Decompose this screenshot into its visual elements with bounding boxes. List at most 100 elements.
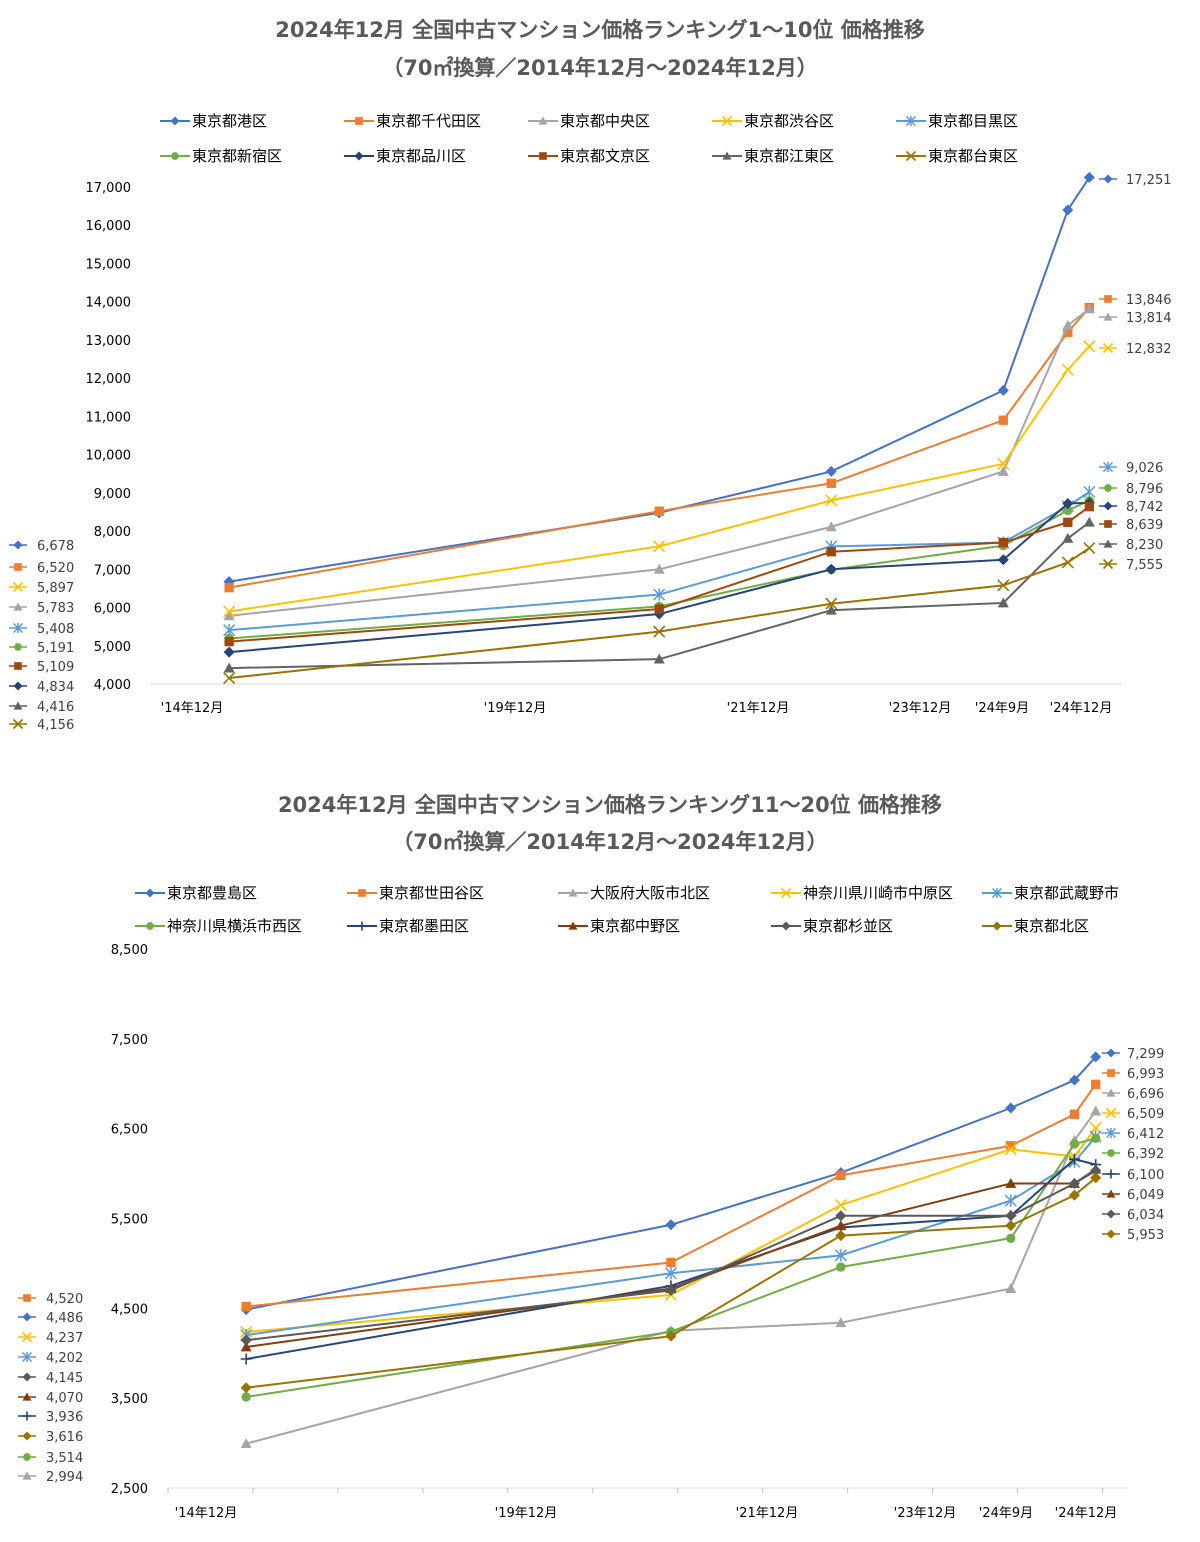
legend-entry: 大阪府大阪市北区 bbox=[558, 884, 710, 902]
data-point bbox=[1069, 1139, 1080, 1149]
end-value-label: 9,026 bbox=[1099, 461, 1163, 476]
start-label-marker bbox=[14, 563, 22, 571]
start-label-text: 5,783 bbox=[37, 601, 74, 616]
legend-entry: 神奈川県横浜市西区 bbox=[135, 917, 302, 935]
legend-entry: 東京都杉並区 bbox=[771, 917, 893, 935]
start-value-label: 5,408 bbox=[9, 622, 74, 637]
end-label-text: 12,832 bbox=[1126, 342, 1172, 357]
data-point bbox=[1090, 1165, 1102, 1177]
series-line bbox=[229, 547, 1090, 680]
data-point bbox=[826, 547, 836, 557]
y-tick-label: 4,000 bbox=[94, 678, 131, 693]
data-point bbox=[240, 1382, 252, 1394]
series-line bbox=[229, 505, 1090, 643]
data-point bbox=[665, 1284, 677, 1296]
end-value-label: 6,034 bbox=[1102, 1208, 1164, 1223]
data-point bbox=[240, 1334, 252, 1346]
series-line bbox=[246, 1169, 1097, 1342]
end-label-text: 6,034 bbox=[1127, 1208, 1164, 1223]
start-label-text: 5,109 bbox=[37, 660, 74, 675]
y-tick-label: 8,000 bbox=[94, 525, 131, 540]
start-label-text: 6,520 bbox=[37, 561, 74, 576]
start-label-marker bbox=[12, 718, 24, 730]
x-tick-label: '19年12月 bbox=[495, 1506, 558, 1521]
data-point bbox=[1084, 501, 1094, 512]
start-label-text: 2,994 bbox=[46, 1470, 83, 1485]
x-axis: '14年12月 '19年12月 '21年12月 '23年12月 '24年9月 '24年12… bbox=[150, 683, 1122, 716]
start-value-label: 4,486 bbox=[18, 1311, 83, 1326]
data-point bbox=[240, 1353, 252, 1365]
start-value-label: 3,616 bbox=[18, 1430, 83, 1445]
data-point bbox=[1083, 542, 1096, 555]
data-point bbox=[223, 662, 235, 673]
chart-title: 2024年12月 全国中古マンション価格ランキング1～10位 価格推移 bbox=[275, 18, 925, 42]
series-10 bbox=[223, 542, 1096, 685]
legend-entry: 東京都中野区 bbox=[558, 917, 680, 935]
legend-label: 東京都杉並区 bbox=[803, 917, 893, 935]
y-tick-label: 11,000 bbox=[86, 410, 132, 425]
data-point bbox=[1090, 1172, 1102, 1184]
end-label-text: 8,742 bbox=[1126, 500, 1163, 515]
y-tick-label: 10,000 bbox=[86, 449, 132, 464]
series-line bbox=[246, 1127, 1097, 1333]
chart-rank-11-20: 2024年12月 全国中古マンション価格ランキング11～20位 価格推移 （70… bbox=[18, 793, 1164, 1521]
start-label-marker bbox=[22, 1431, 32, 1441]
end-label-text: 17,251 bbox=[1126, 173, 1172, 188]
end-label-marker bbox=[1102, 558, 1114, 570]
start-value-label: 4,520 bbox=[18, 1292, 83, 1307]
y-tick-label: 6,000 bbox=[94, 602, 131, 617]
end-label-marker bbox=[1104, 295, 1112, 303]
end-label-text: 8,639 bbox=[1126, 518, 1163, 533]
series-line bbox=[245, 1110, 1097, 1445]
start-label-text: 4,156 bbox=[37, 718, 74, 733]
data-point bbox=[1083, 171, 1095, 183]
data-point bbox=[1091, 1133, 1101, 1144]
data-point bbox=[1068, 1153, 1080, 1165]
legend-marker bbox=[905, 115, 917, 127]
end-label-text: 13,814 bbox=[1126, 311, 1172, 326]
x-axis: '14年12月 '19年12月 '21年12月 '23年12月 '24年9月 '24年12… bbox=[167, 1487, 1128, 1521]
series-3 bbox=[223, 303, 1095, 621]
legend-marker bbox=[354, 151, 364, 161]
end-value-label: 7,299 bbox=[1102, 1047, 1164, 1062]
end-label-marker bbox=[1103, 501, 1113, 511]
series-4 bbox=[223, 340, 1096, 618]
data-point bbox=[240, 1341, 252, 1352]
y-tick-label: 13,000 bbox=[86, 334, 132, 349]
x-tick-label: '14年12月 bbox=[175, 1506, 238, 1521]
data-point bbox=[665, 1330, 677, 1342]
start-label-text: 3,616 bbox=[46, 1430, 83, 1445]
start-label-marker bbox=[12, 581, 24, 593]
legend-marker bbox=[781, 921, 791, 931]
start-label-marker bbox=[13, 701, 23, 710]
data-point bbox=[1091, 1079, 1101, 1090]
legend-entry: 神奈川県川崎市中原区 bbox=[771, 884, 953, 902]
y-tick-label: 14,000 bbox=[86, 296, 132, 311]
start-label-text: 4,237 bbox=[46, 1331, 83, 1346]
y-tick-label: 7,500 bbox=[111, 1033, 148, 1048]
legend-label: 神奈川県川崎市中原区 bbox=[803, 884, 953, 902]
end-value-label: 13,846 bbox=[1099, 293, 1172, 308]
start-label-marker bbox=[21, 1351, 33, 1363]
series-9 bbox=[240, 1165, 1102, 1346]
legend-entry: 東京都中央区 bbox=[528, 112, 650, 130]
start-label-text: 4,486 bbox=[46, 1311, 83, 1326]
legend-label: 東京都新宿区 bbox=[192, 147, 282, 165]
end-label-marker bbox=[1104, 484, 1112, 492]
data-point bbox=[1089, 1121, 1102, 1134]
end-label-marker bbox=[1103, 174, 1113, 184]
data-point bbox=[1062, 532, 1074, 543]
end-label-marker bbox=[1107, 1149, 1115, 1157]
data-point bbox=[1083, 340, 1096, 353]
data-point bbox=[224, 582, 234, 593]
end-label-text: 9,026 bbox=[1126, 461, 1163, 476]
start-label-text: 4,202 bbox=[46, 1351, 83, 1366]
end-label-text: 7,555 bbox=[1126, 558, 1163, 573]
data-point bbox=[825, 465, 837, 477]
end-label-text: 6,100 bbox=[1127, 1168, 1164, 1183]
start-value-label: 2,994 bbox=[18, 1470, 83, 1485]
y-axis: 4,000 5,000 6,000 7,000 8,000 9,000 10,000 11,0… bbox=[86, 181, 132, 693]
data-point bbox=[664, 1267, 677, 1280]
data-point bbox=[1068, 1177, 1080, 1189]
end-value-label: 8,230 bbox=[1099, 538, 1163, 553]
